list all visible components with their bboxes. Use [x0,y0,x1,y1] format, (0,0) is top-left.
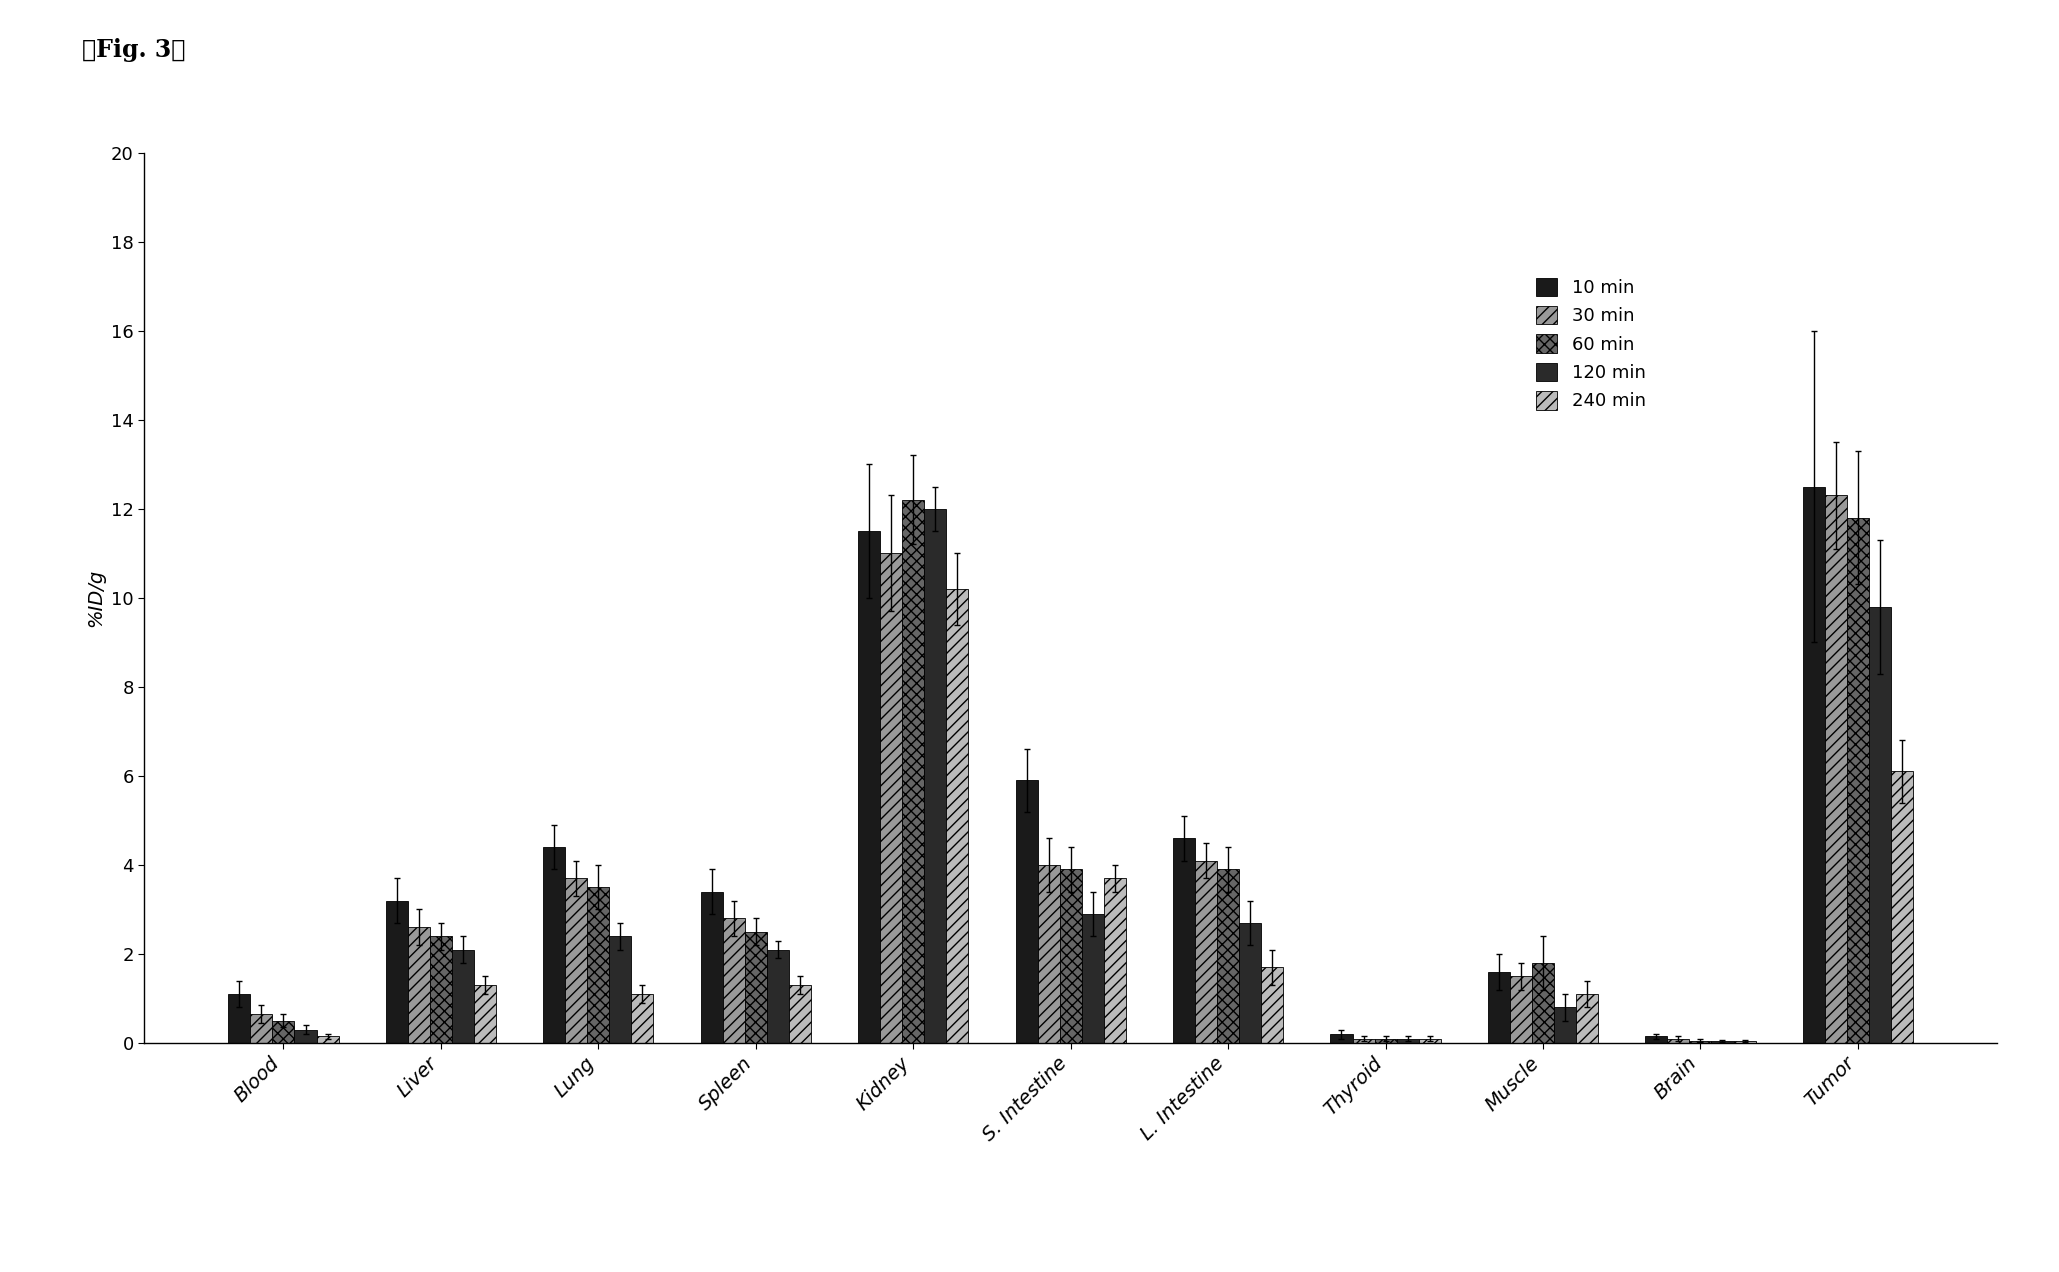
Bar [1847,518,1870,1043]
Bar [1194,860,1217,1043]
Bar [924,509,947,1043]
Bar [1375,1038,1396,1043]
Bar [544,847,566,1043]
Bar [294,1029,317,1043]
Bar [745,931,766,1043]
Bar [566,878,587,1043]
Bar [317,1037,338,1043]
Bar [251,1014,272,1043]
Bar [1734,1040,1756,1043]
Bar [879,553,902,1043]
Bar [1015,780,1038,1043]
Bar [1555,1007,1575,1043]
Bar [229,993,251,1043]
Bar [1419,1038,1441,1043]
Bar [1645,1037,1668,1043]
Bar [430,936,451,1043]
Bar [1240,923,1262,1043]
Bar [766,949,789,1043]
Bar [859,530,879,1043]
Bar [385,901,408,1043]
Bar [1804,486,1824,1043]
Text: 【Fig. 3】: 【Fig. 3】 [82,38,185,62]
Legend: 10 min, 30 min, 60 min, 120 min, 240 min: 10 min, 30 min, 60 min, 120 min, 240 min [1526,268,1655,420]
Bar [587,887,609,1043]
Bar [1668,1038,1690,1043]
Bar [1890,771,1913,1043]
Bar [632,993,653,1043]
Bar [1870,607,1890,1043]
Bar [408,927,430,1043]
Bar [1396,1038,1419,1043]
Bar [1489,972,1509,1043]
Bar [1532,963,1555,1043]
Bar [947,589,968,1043]
Bar [1174,838,1194,1043]
Bar [1262,967,1283,1043]
Bar [1038,865,1060,1043]
Bar [1217,870,1240,1043]
Bar [609,936,632,1043]
Y-axis label: %ID/g: %ID/g [86,569,105,627]
Bar [272,1020,294,1043]
Bar [1509,977,1532,1043]
Bar [1353,1038,1375,1043]
Bar [1824,495,1847,1043]
Bar [902,500,924,1043]
Bar [1104,878,1126,1043]
Bar [1060,870,1081,1043]
Bar [1690,1040,1711,1043]
Bar [723,918,745,1043]
Bar [789,985,811,1043]
Bar [700,892,723,1043]
Bar [1330,1034,1353,1043]
Bar [1711,1040,1734,1043]
Bar [451,949,474,1043]
Bar [474,985,496,1043]
Bar [1575,993,1598,1043]
Bar [1081,913,1104,1043]
